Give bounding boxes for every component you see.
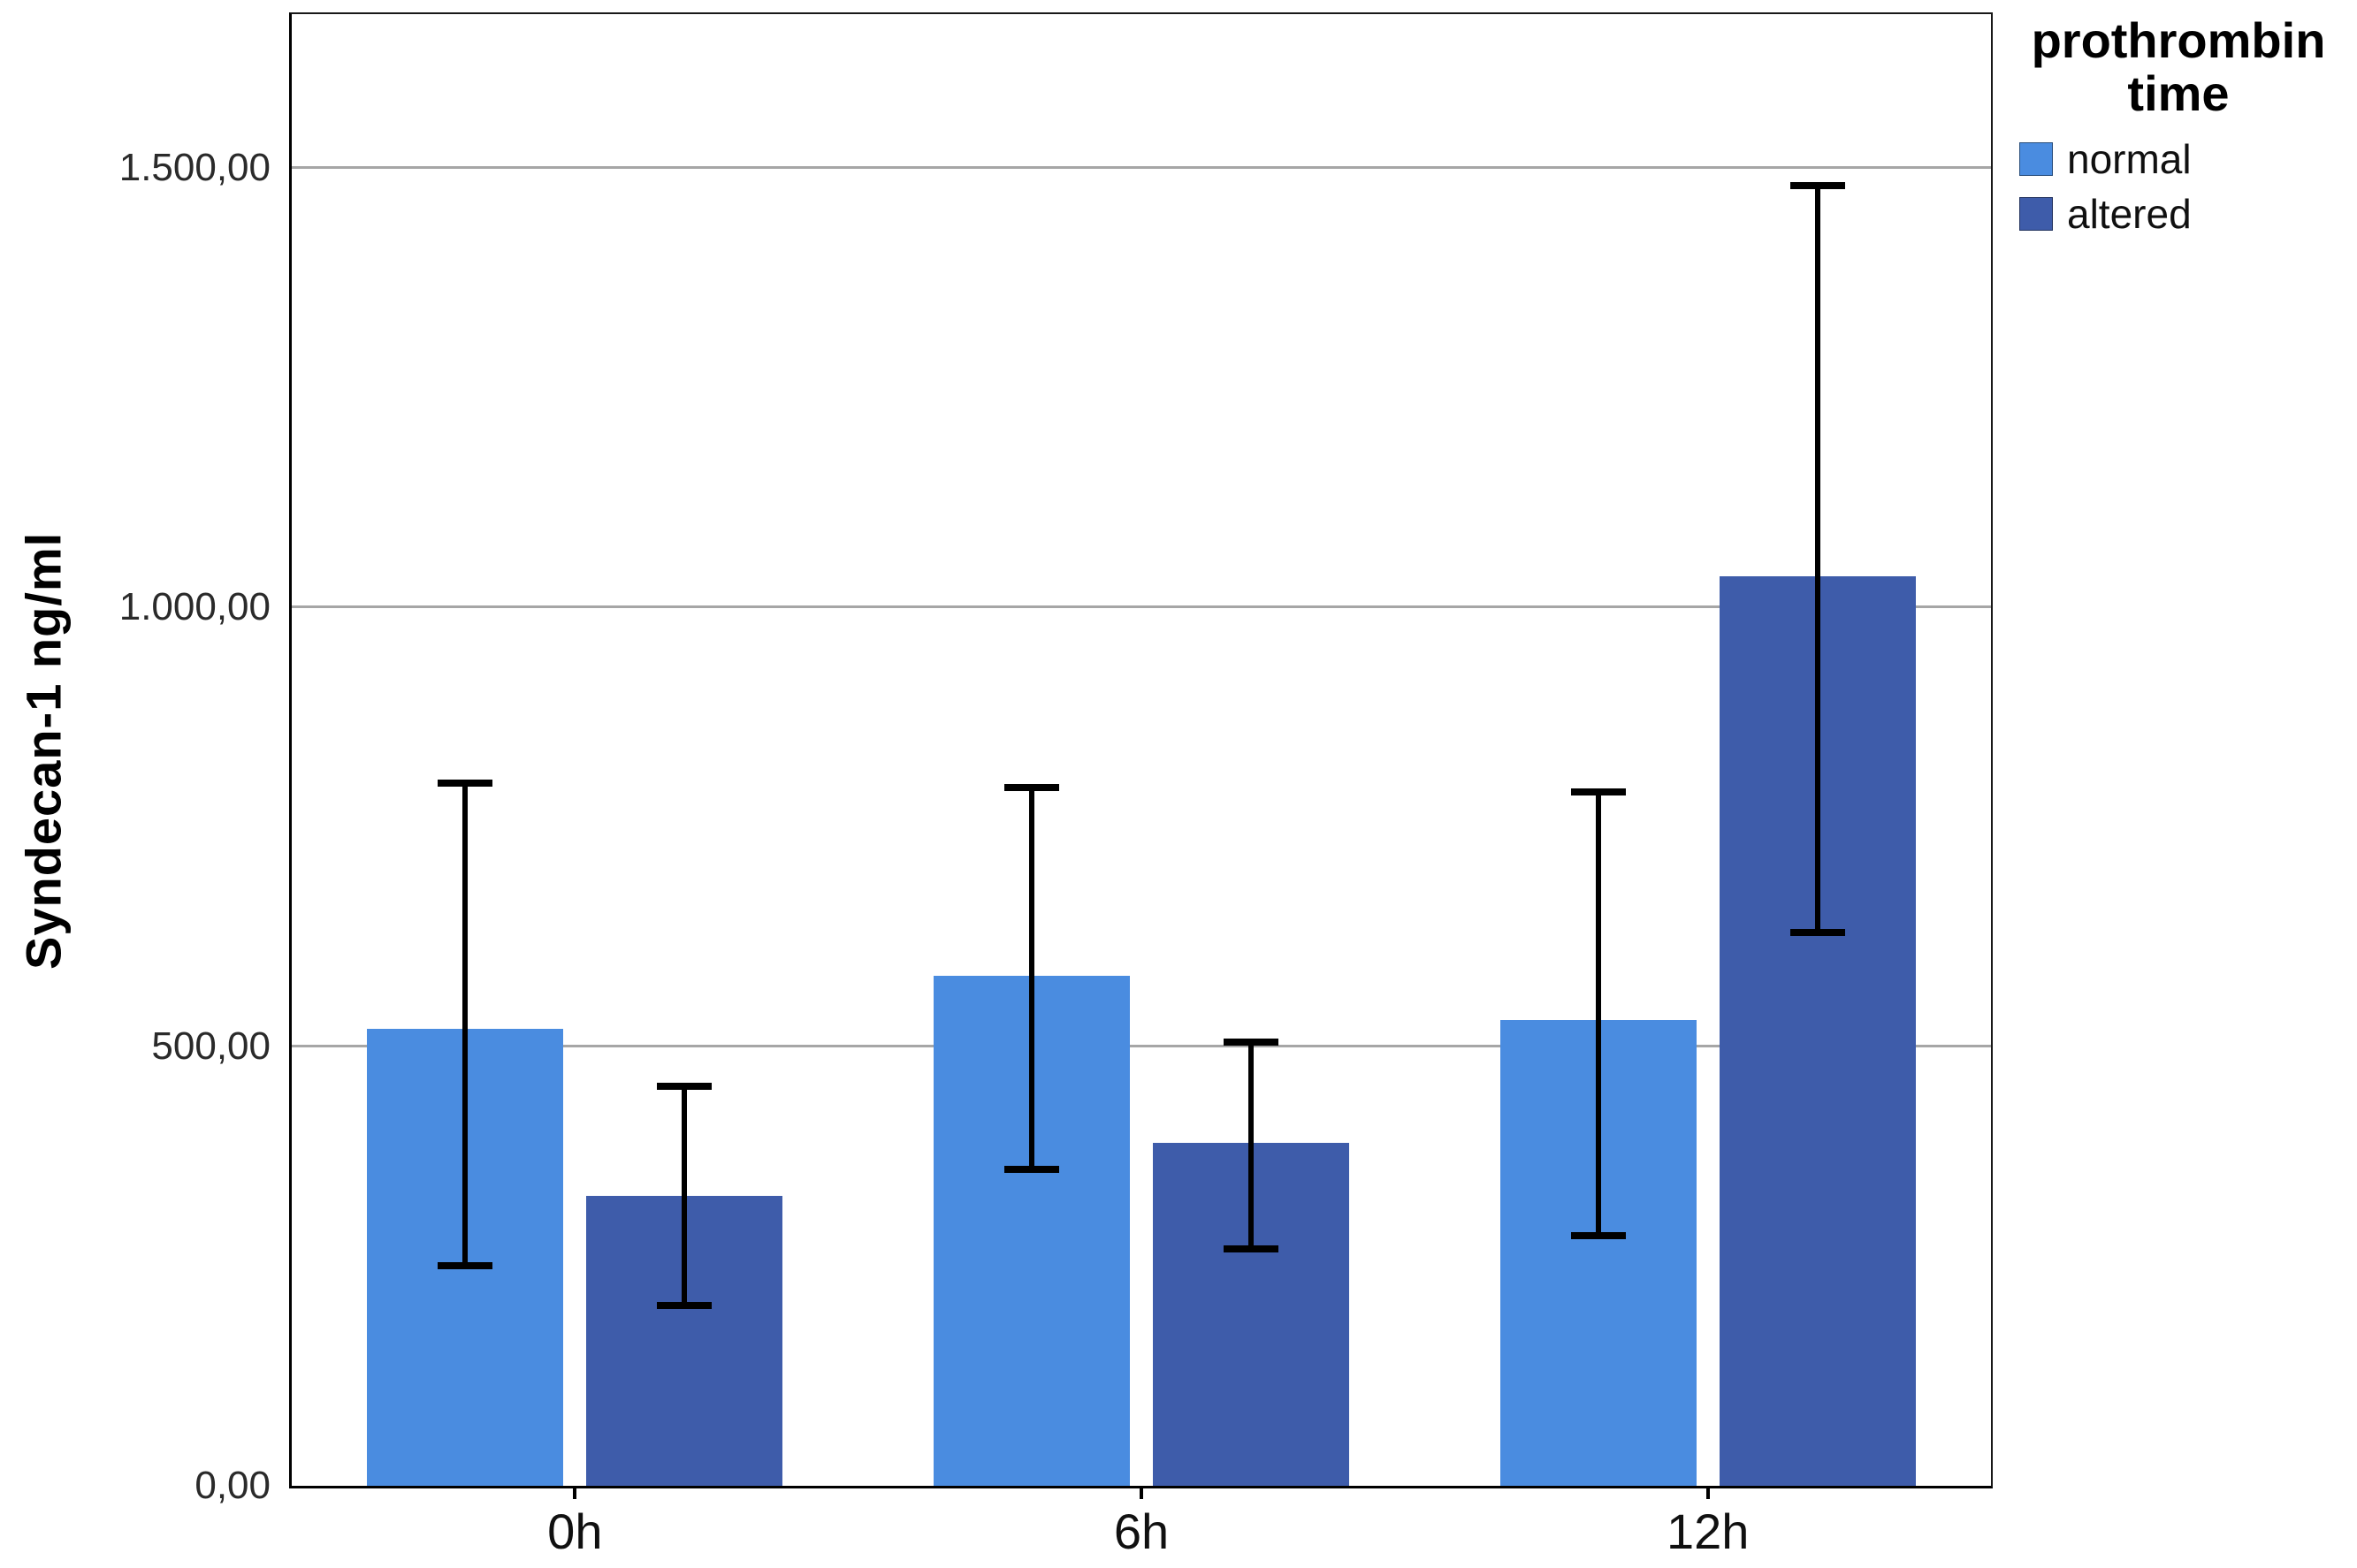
y-tick-label: 1.500,00: [118, 145, 271, 189]
error-bar-normal-12h: [1595, 791, 1601, 1236]
error-cap-high-normal-0h: [438, 779, 493, 787]
legend-swatch-altered: [2019, 196, 2053, 231]
error-cap-low-normal-6h: [1004, 1166, 1059, 1174]
error-cap-high-normal-12h: [1570, 788, 1626, 795]
gridline-1000: [292, 605, 1991, 609]
y-tick-label: 0,00: [195, 1464, 271, 1507]
error-cap-low-normal-0h: [438, 1262, 493, 1270]
gridline-500: [292, 1045, 1991, 1048]
legend-item-normal: normal: [2019, 135, 2352, 183]
y-axis-title: Syndecan-1 ng/ml: [15, 531, 72, 970]
error-cap-low-altered-6h: [1224, 1245, 1278, 1252]
y-tick-label: 1.000,00: [118, 584, 271, 628]
x-tick-mark: [1705, 1488, 1710, 1499]
legend-title: prothrombin time: [2005, 12, 2352, 122]
error-cap-low-altered-12h: [1789, 928, 1845, 936]
error-cap-high-altered-12h: [1789, 181, 1845, 189]
legend-title-line2: time: [2127, 65, 2230, 122]
legend-items: normal altered: [2005, 135, 2352, 238]
x-tick-mark: [1140, 1488, 1143, 1499]
legend: prothrombin time normal altered: [2005, 12, 2352, 238]
error-cap-high-altered-6h: [1224, 1039, 1278, 1046]
legend-item-altered: altered: [2019, 190, 2352, 238]
legend-label-altered: altered: [2067, 190, 2192, 237]
legend-title-line1: prothrombin: [2031, 12, 2326, 68]
error-cap-high-altered-0h: [657, 1082, 713, 1090]
error-cap-low-altered-0h: [657, 1302, 713, 1310]
error-cap-high-normal-6h: [1004, 783, 1059, 791]
error-bar-altered-0h: [682, 1085, 688, 1306]
x-axis-label-6h: 6h: [1113, 1503, 1170, 1559]
error-bar-altered-12h: [1814, 185, 1820, 932]
x-axis-label-0h: 0h: [547, 1503, 603, 1559]
x-tick-mark: [573, 1488, 577, 1499]
y-tick-label: 500,00: [151, 1024, 271, 1068]
legend-label-normal: normal: [2067, 135, 2192, 182]
x-axis-label-12h: 12h: [1666, 1503, 1750, 1559]
legend-swatch-normal: [2019, 141, 2053, 176]
error-bar-altered-6h: [1248, 1042, 1254, 1249]
gridline-1500: [292, 166, 1991, 170]
error-bar-normal-6h: [1029, 787, 1034, 1170]
plot-area: [289, 12, 1993, 1488]
error-cap-low-normal-12h: [1570, 1231, 1626, 1239]
error-bar-normal-0h: [462, 782, 469, 1267]
